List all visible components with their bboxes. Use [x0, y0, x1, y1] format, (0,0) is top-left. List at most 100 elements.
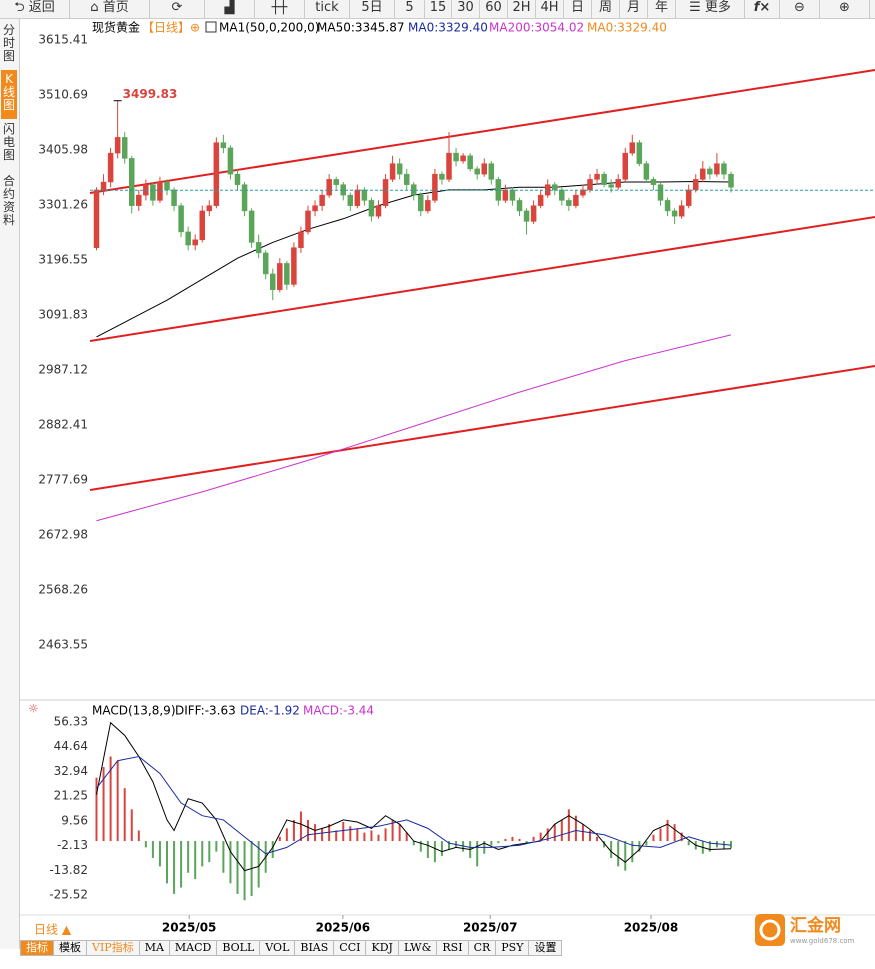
macd-bar — [278, 836, 281, 842]
macd-bar — [722, 841, 725, 850]
macd-bar — [95, 777, 98, 842]
y-tick-label: 2777.69 — [38, 472, 88, 486]
period-button[interactable]: 5 — [395, 0, 425, 18]
period-button[interactable]: 2H — [508, 0, 536, 18]
refresh-button[interactable]: ⟳ — [150, 0, 205, 18]
candle-body — [559, 189, 565, 201]
candle-body — [566, 200, 572, 206]
x-tick-label: 2025/08 — [624, 921, 678, 935]
macd-bar — [412, 841, 415, 846]
candle-body — [270, 273, 276, 290]
y-tick-label: 3091.83 — [38, 307, 88, 321]
candle-body — [446, 152, 452, 180]
indicator-tab[interactable]: VIP指标 — [87, 940, 140, 956]
indicator-tab[interactable]: MACD — [169, 940, 218, 956]
zoom-out-button[interactable]: ⊖ — [780, 0, 820, 18]
macd-bar — [539, 832, 542, 842]
y-tick-label: 2672.98 — [38, 527, 88, 541]
candle-body — [481, 163, 487, 175]
indicator-tab[interactable]: CCI — [334, 940, 367, 956]
candle-body — [298, 231, 304, 248]
indicator-tab[interactable]: MA — [139, 940, 170, 956]
period-button[interactable]: 15 — [425, 0, 452, 18]
candle-body — [396, 163, 403, 175]
candle-body — [227, 147, 234, 175]
macd-icon[interactable]: ☼ — [28, 702, 39, 716]
macd-bar — [271, 841, 274, 858]
candle-body — [728, 173, 734, 188]
side-tab[interactable]: 分时图 — [2, 23, 15, 63]
trend-line — [89, 69, 875, 194]
side-tab[interactable]: 合约资料 — [2, 174, 15, 227]
indicator-tab[interactable]: KDJ — [366, 940, 399, 956]
label: 返回 — [28, 0, 55, 15]
candle-body — [439, 173, 445, 180]
legend-params: MA1(50,0,200,0) — [219, 21, 319, 35]
macd-bar — [426, 841, 429, 858]
home-button[interactable]: ⌂ 首页 — [70, 0, 150, 18]
more-button[interactable]: ☰ 更多 — [676, 0, 745, 18]
candle-body — [93, 189, 100, 248]
tick-button[interactable]: tick — [305, 0, 350, 18]
trend-line — [89, 365, 875, 491]
macd-bar — [440, 841, 443, 856]
y-tick-label: 3196.55 — [38, 252, 88, 266]
macd-bar — [511, 836, 514, 842]
macd-bar — [666, 819, 669, 842]
macd-bar — [356, 828, 359, 842]
macd-bar — [109, 756, 112, 842]
period-button[interactable]: 30 — [452, 0, 480, 18]
indicator-tab[interactable]: 设置 — [529, 940, 563, 956]
macd-bar — [419, 841, 422, 852]
y-tick-label: 3405.98 — [38, 142, 88, 156]
indicator-tab[interactable]: BOLL — [217, 940, 261, 956]
indicator-tab[interactable]: VOL — [260, 940, 296, 956]
macd-bar — [638, 841, 641, 852]
chart: 现货黄金 【日线】 ⊕ MA1(50,0,200,0) MA50:3345.87… — [20, 20, 875, 946]
macd-bar — [314, 824, 317, 842]
period-button[interactable]: 周 — [592, 0, 620, 18]
indicator-tabs: 指标 模板 VIP指标 MA MACD BOLL VOL BIAS CCI KDJ LW& RSI CR… — [20, 940, 563, 956]
legend: 现货黄金 【日线】 ⊕ MA1(50,0,200,0) MA50:3345.87… — [92, 20, 667, 35]
macd-bar — [525, 841, 528, 844]
macd-bar — [673, 824, 676, 842]
indicator-tab[interactable]: PSY — [496, 940, 530, 956]
chart-icon-button[interactable]: ▟ — [205, 0, 255, 18]
zoom-in-button[interactable]: ⊕ — [820, 0, 870, 18]
macd-bar — [567, 809, 570, 842]
period-button[interactable]: 月 — [620, 0, 648, 18]
macd-bar — [377, 834, 380, 842]
period-button[interactable]: 4H — [536, 0, 564, 18]
indicator-tab[interactable]: LW& — [398, 940, 438, 956]
indicator-tab[interactable]: 模板 — [54, 940, 87, 956]
macd-bar — [342, 822, 345, 842]
fx-button[interactable]: f× — [745, 0, 780, 18]
macd-bar — [299, 811, 302, 842]
macd-bar — [652, 834, 655, 842]
macd-bar — [687, 841, 690, 846]
indicator-tab[interactable]: BIAS — [295, 940, 335, 956]
candle-icon-button[interactable]: ┼┼ — [255, 0, 305, 18]
macd-bar — [546, 828, 549, 842]
candle-body — [608, 184, 614, 188]
macd-bar — [370, 830, 373, 842]
indicator-tab[interactable]: CR — [468, 940, 497, 956]
period-button[interactable]: 年 — [648, 0, 676, 18]
period-label[interactable]: 日线 ▲ — [34, 923, 72, 937]
candle-body — [312, 205, 318, 212]
candle-body — [107, 152, 114, 183]
candle-body — [150, 184, 156, 201]
macd-bar — [631, 841, 634, 863]
side-tab-active[interactable]: K线图 — [1, 70, 17, 119]
y-tick-label: 2463.55 — [38, 637, 88, 651]
period-button[interactable]: 5日 — [350, 0, 395, 18]
indicator-tab[interactable]: 指标 — [20, 940, 54, 956]
candle-body — [714, 163, 720, 175]
side-tab[interactable]: 闪电图 — [2, 122, 15, 162]
candle-body — [171, 189, 177, 206]
macd-bar — [680, 832, 683, 842]
period-button[interactable]: 日 — [564, 0, 592, 18]
indicator-tab[interactable]: RSI — [437, 940, 469, 956]
period-button[interactable]: 60 — [480, 0, 508, 18]
back-button[interactable]: ⮌ 返回 — [0, 0, 70, 18]
